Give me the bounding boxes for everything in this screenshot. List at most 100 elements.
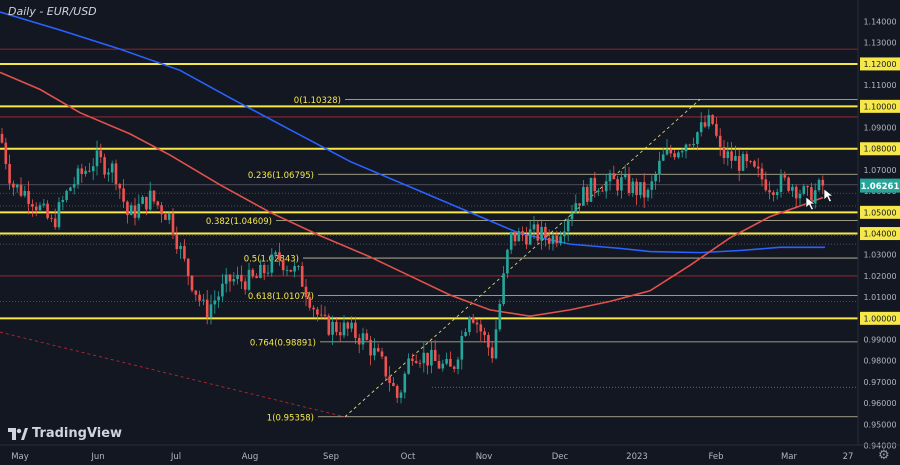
candle-body <box>148 190 152 210</box>
price-axis-tick-label: 1.14000 <box>863 18 896 27</box>
candle-body <box>612 173 616 180</box>
candle-body <box>813 190 817 204</box>
candle-body <box>57 202 61 228</box>
price-axis-tick-label: 1.11000 <box>863 81 896 90</box>
candle-body <box>164 214 167 220</box>
candle-body <box>331 321 334 335</box>
tradingview-logo: TradingView <box>8 426 122 441</box>
time-axis-tick-label: Aug <box>242 452 259 462</box>
candle-body <box>551 235 555 244</box>
candle-body <box>578 203 581 206</box>
candle-body <box>69 187 72 191</box>
candle-body <box>91 166 95 172</box>
candle-body <box>335 321 338 333</box>
candle-body <box>395 385 399 398</box>
candle-body <box>654 174 657 182</box>
candle-body <box>240 274 243 282</box>
candle-body <box>251 269 255 277</box>
candle-body <box>171 213 175 235</box>
time-axis-tick-label: Sep <box>323 452 339 462</box>
candle-body <box>433 349 437 361</box>
candle-body <box>414 360 418 363</box>
candle-body <box>642 182 646 198</box>
candle-body <box>190 275 194 291</box>
current-price-badge <box>860 178 900 193</box>
candle-body <box>12 183 15 188</box>
candle-body <box>635 181 638 196</box>
candle-body <box>601 190 604 192</box>
candle-body <box>441 363 445 369</box>
candle-body <box>270 254 274 273</box>
candle-body <box>186 258 190 276</box>
candle-body <box>266 272 270 274</box>
candle-body <box>456 359 460 369</box>
candle-body <box>639 182 642 196</box>
candle-body <box>42 203 46 206</box>
candle-body <box>274 252 277 255</box>
candle-body <box>403 373 407 393</box>
candle-body <box>544 226 547 238</box>
candle-body <box>76 168 80 185</box>
candle-body <box>34 206 38 211</box>
candle-body <box>810 187 813 204</box>
candle-body <box>224 274 228 284</box>
logo-text: TradingView <box>32 426 123 441</box>
candle-body <box>304 286 308 298</box>
price-axis-tick-label: 1.13000 <box>863 39 896 48</box>
candle-body <box>661 154 665 161</box>
candle-body <box>262 264 266 274</box>
fib-trend-line <box>344 99 701 418</box>
candle-body <box>209 304 213 318</box>
candle-body <box>65 190 68 200</box>
candle-body <box>475 322 479 325</box>
fib-level-label: 1(0.95358) <box>267 413 314 423</box>
candle-body <box>707 114 711 127</box>
candle-body <box>103 157 106 175</box>
cursor-arrow-icon <box>823 188 835 203</box>
price-axis-tick-label: 0.98000 <box>863 357 896 366</box>
candle-body <box>297 266 300 267</box>
candle-body <box>346 322 350 329</box>
candle-body <box>0 133 4 143</box>
candle-body <box>194 290 198 295</box>
candle-body <box>532 224 536 230</box>
candle-body <box>316 309 319 315</box>
fib-level-label: 0.618(1.01077) <box>248 292 314 302</box>
candle-body <box>202 299 205 301</box>
candle-body <box>152 190 156 202</box>
candle-body <box>487 335 490 348</box>
price-axis-tick-label: 1.04000 <box>863 230 896 239</box>
chart-title: Daily - EUR/USD <box>8 5 97 18</box>
candle-body <box>791 186 794 191</box>
candle-body <box>734 156 737 161</box>
candle-body <box>350 322 353 329</box>
candle-body <box>156 201 160 206</box>
moving-average-100-line <box>0 71 824 318</box>
candle-body <box>27 191 30 205</box>
gear-icon[interactable]: ⚙ <box>878 448 890 463</box>
fib-level-label: 0(1.10328) <box>294 96 341 106</box>
candle-body <box>137 203 141 218</box>
candle-body <box>300 266 304 287</box>
candle-body <box>221 283 224 297</box>
candle-body <box>118 183 122 189</box>
candle-body <box>563 231 566 237</box>
candle-body <box>361 333 365 345</box>
price-axis-tick-label: 1.10000 <box>863 102 896 111</box>
candle-body <box>80 168 84 174</box>
candle-body <box>703 122 707 127</box>
candle-body <box>15 184 19 188</box>
price-axis-tick-label: 1.09000 <box>863 124 896 133</box>
price-tag <box>860 227 900 241</box>
candle-body <box>623 174 627 178</box>
moving-average-200-line <box>0 11 825 254</box>
candle-body <box>749 161 752 162</box>
candle-body <box>319 314 323 316</box>
candle-body <box>783 175 787 178</box>
candle-body <box>680 151 684 153</box>
candle-body <box>559 236 562 244</box>
candle-body <box>506 249 509 274</box>
candle-body <box>574 203 578 213</box>
candle-body <box>604 181 608 192</box>
